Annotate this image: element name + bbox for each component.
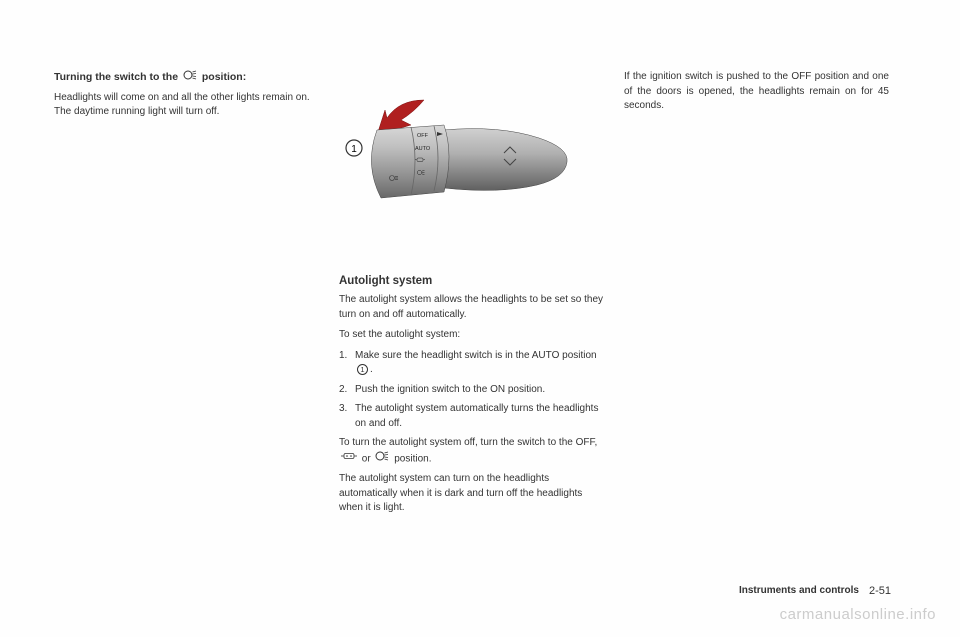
numbered-list: 1. Make sure the headlight switch is in … xyxy=(339,349,604,432)
list-number: 1. xyxy=(339,349,347,364)
list-number: 3. xyxy=(339,402,347,417)
text-segment: or xyxy=(362,453,371,464)
list-text: The autolight system automatically turns… xyxy=(355,403,598,429)
heading-text-part2: position: xyxy=(202,71,246,83)
body-paragraph: To turn the autolight system off, turn t… xyxy=(339,436,604,466)
list-text: Make sure the headlight switch is in the… xyxy=(355,350,597,361)
parking-light-icon xyxy=(341,451,357,466)
section-heading: Turning the switch to the position: xyxy=(54,70,319,85)
watermark: carmanualsonline.info xyxy=(780,606,936,623)
figure-marker-1: 1 xyxy=(351,144,357,155)
body-paragraph: If the ignition switch is pushed to the … xyxy=(624,70,889,114)
reference-marker-1: 1 xyxy=(357,364,368,375)
switch-label-auto: AUTO xyxy=(415,146,431,152)
manual-page: Turning the switch to the position: Head… xyxy=(0,0,960,637)
list-text-end: . xyxy=(370,364,373,375)
list-number: 2. xyxy=(339,383,347,398)
headlight-icon xyxy=(375,451,389,467)
content-columns: Turning the switch to the position: Head… xyxy=(54,70,906,575)
subsection-heading: Autolight system xyxy=(339,275,604,287)
body-paragraph: The autolight system allows the headligh… xyxy=(339,293,604,322)
list-text: Push the ignition switch to the ON posit… xyxy=(355,384,545,395)
footer-page-number: 2-51 xyxy=(869,585,891,597)
text-segment: position. xyxy=(394,453,431,464)
list-item: 3. The autolight system automatically tu… xyxy=(339,402,604,431)
stalk-figure: 1 xyxy=(339,70,587,265)
column-2: 1 xyxy=(339,70,604,575)
heading-text-part1: Turning the switch to the xyxy=(54,71,178,83)
list-item: 2. Push the ignition switch to the ON po… xyxy=(339,383,604,398)
column-3: If the ignition switch is pushed to the … xyxy=(624,70,889,575)
text-segment: To turn the autolight system off, turn t… xyxy=(339,437,597,448)
body-paragraph: The autolight system can turn on the hea… xyxy=(339,472,604,516)
body-paragraph: To set the autolight system: xyxy=(339,328,604,343)
page-footer: Instruments and controls 2-51 xyxy=(54,575,906,597)
list-item: 1. Make sure the headlight switch is in … xyxy=(339,349,604,378)
switch-label-off: OFF xyxy=(417,133,429,139)
headlight-icon xyxy=(183,70,197,85)
column-1: Turning the switch to the position: Head… xyxy=(54,70,319,575)
body-paragraph: Headlights will come on and all the othe… xyxy=(54,91,319,120)
footer-section-name: Instruments and controls xyxy=(739,585,859,597)
